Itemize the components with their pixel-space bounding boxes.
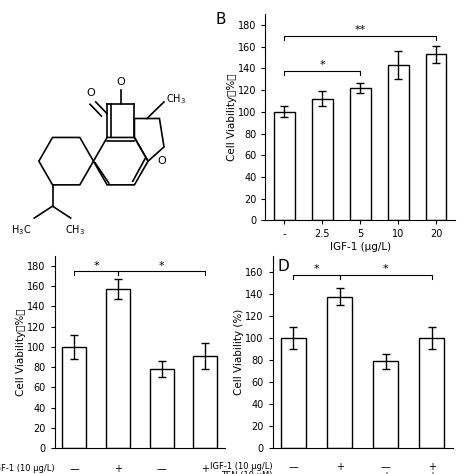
Text: *: * <box>314 264 319 274</box>
Text: +: + <box>201 464 210 474</box>
Text: O: O <box>157 156 166 166</box>
Bar <box>281 338 306 448</box>
Bar <box>150 369 173 448</box>
Text: *: * <box>159 261 164 271</box>
Text: *: * <box>383 264 389 274</box>
Y-axis label: Cell Viability (%): Cell Viability (%) <box>234 309 244 395</box>
Text: +: + <box>114 464 122 474</box>
Text: CH$_3$: CH$_3$ <box>166 92 186 107</box>
Text: O: O <box>117 76 125 87</box>
Y-axis label: Cell Viability（%）: Cell Viability（%） <box>227 73 237 161</box>
Bar <box>327 297 352 448</box>
Bar <box>312 99 333 220</box>
Bar <box>426 55 447 220</box>
Text: +: + <box>428 462 436 472</box>
Bar <box>350 88 371 220</box>
Text: +: + <box>428 471 436 474</box>
Bar <box>62 347 86 448</box>
Text: **: ** <box>355 26 366 36</box>
Text: O: O <box>87 88 96 99</box>
Text: —: — <box>289 462 298 472</box>
Text: —: — <box>157 464 166 474</box>
Text: IGF-1 (10 μg/L): IGF-1 (10 μg/L) <box>210 462 273 471</box>
Bar <box>274 112 295 220</box>
Text: *: * <box>319 60 325 70</box>
Text: B: B <box>216 12 226 27</box>
Text: —: — <box>335 471 345 474</box>
Bar <box>193 356 218 448</box>
Text: +: + <box>382 471 390 474</box>
X-axis label: IGF-1 (μg/L): IGF-1 (μg/L) <box>330 242 391 252</box>
Text: IGF-1 (10 μg/L): IGF-1 (10 μg/L) <box>0 464 55 473</box>
Y-axis label: Cell Viability（%）: Cell Viability（%） <box>16 308 26 396</box>
Bar <box>106 289 130 448</box>
Text: D: D <box>277 259 289 274</box>
Bar <box>388 65 409 220</box>
Text: TSN (10 μM): TSN (10 μM) <box>221 471 273 474</box>
Text: H$_3$C: H$_3$C <box>10 223 31 237</box>
Text: —: — <box>381 462 391 472</box>
Bar <box>373 361 398 448</box>
Text: —: — <box>289 471 298 474</box>
Text: +: + <box>336 462 344 472</box>
Text: —: — <box>69 464 79 474</box>
Bar <box>419 338 445 448</box>
Text: *: * <box>93 261 99 271</box>
Text: CH$_3$: CH$_3$ <box>65 223 85 237</box>
